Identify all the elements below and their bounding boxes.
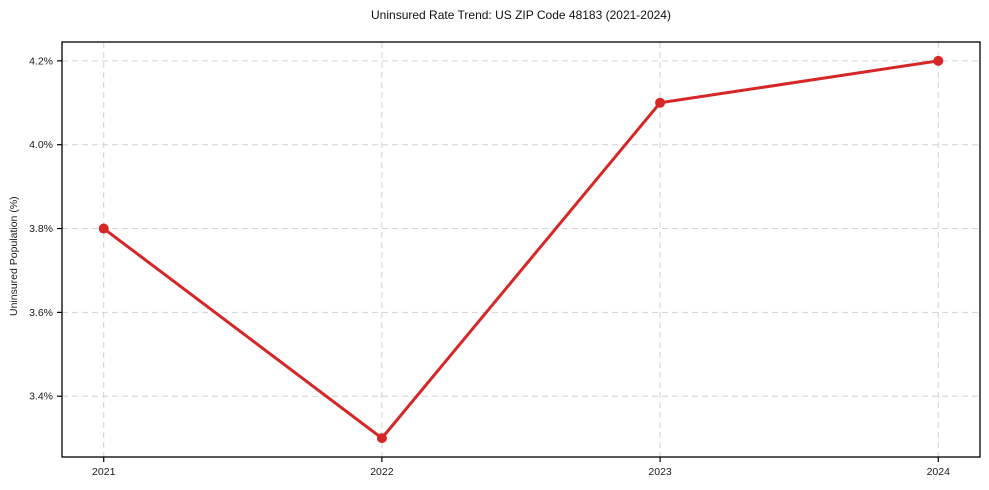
x-tick-label: 2024 — [927, 466, 951, 478]
y-tick-label: 3.8% — [29, 223, 53, 235]
chart-title: Uninsured Rate Trend: US ZIP Code 48183 … — [371, 8, 671, 22]
y-tick-label: 3.4% — [29, 391, 53, 403]
y-axis-label: Uninsured Population (%) — [8, 196, 20, 316]
x-tick-label: 2021 — [92, 466, 116, 478]
x-tick-label: 2023 — [648, 466, 672, 478]
y-tick-label: 4.0% — [29, 139, 53, 151]
x-tick-label: 2022 — [370, 466, 394, 478]
data-point — [655, 97, 666, 108]
data-point — [98, 223, 109, 234]
trend-line — [102, 59, 940, 440]
y-tick-label: 3.6% — [29, 307, 53, 319]
data-point — [933, 55, 944, 66]
data-point — [376, 433, 387, 444]
y-tick-label: 4.2% — [29, 55, 53, 67]
plot-border — [61, 41, 981, 458]
